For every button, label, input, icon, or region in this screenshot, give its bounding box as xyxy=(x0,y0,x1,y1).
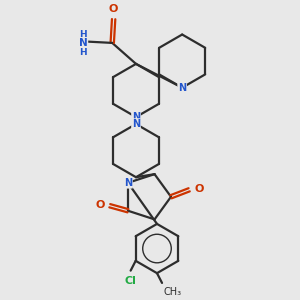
Text: CH₃: CH₃ xyxy=(164,287,181,297)
Text: N: N xyxy=(79,38,88,48)
Text: N: N xyxy=(124,178,132,188)
Text: N: N xyxy=(178,83,186,93)
Text: O: O xyxy=(109,4,118,14)
Text: O: O xyxy=(194,184,204,194)
Text: Cl: Cl xyxy=(125,276,136,286)
Text: N: N xyxy=(132,112,140,122)
Text: H: H xyxy=(80,48,87,57)
Text: H: H xyxy=(80,30,87,39)
Text: N: N xyxy=(132,119,140,129)
Text: O: O xyxy=(95,200,105,210)
